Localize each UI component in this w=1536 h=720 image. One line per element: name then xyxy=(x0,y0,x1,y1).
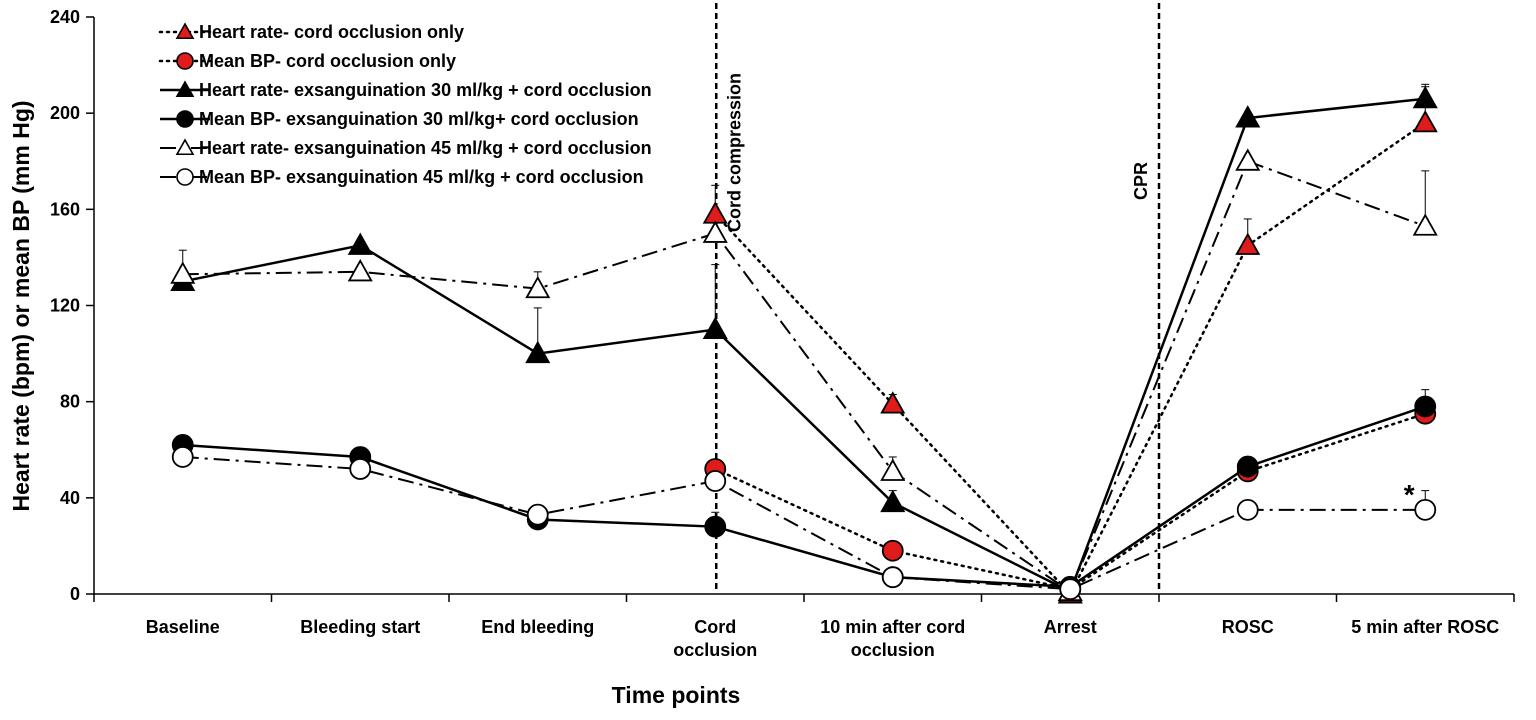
legend-marker-5 xyxy=(175,138,195,156)
y-tick-label: 40 xyxy=(60,488,80,508)
data-point xyxy=(702,201,728,224)
data-point xyxy=(1412,109,1438,133)
x-axis-title: Time points xyxy=(612,682,741,708)
x-tick-label: 5 min after ROSC xyxy=(1351,617,1499,637)
data-point xyxy=(171,446,194,468)
y-tick-label: 80 xyxy=(60,392,80,412)
x-tick-label: 10 min after cord occlusion xyxy=(820,617,965,660)
legend-label-2: Mean BP- cord occlusion only xyxy=(199,51,456,71)
data-point xyxy=(880,391,906,414)
series-line-4 xyxy=(182,405,1426,589)
y-tick-label: 160 xyxy=(50,199,80,219)
axes: 0 40 80 120 160 200 240 Baseline Bleeding start E… xyxy=(50,7,1515,660)
data-point xyxy=(525,340,551,364)
data-point xyxy=(1236,498,1259,521)
y-tick-label: 0 xyxy=(70,584,80,604)
series-line-3 xyxy=(182,97,1426,594)
data-point xyxy=(526,503,549,526)
data-point xyxy=(1236,455,1259,478)
data-point xyxy=(170,261,196,284)
data-point xyxy=(1235,148,1261,171)
data-point xyxy=(1059,578,1082,601)
data-point xyxy=(1235,232,1261,255)
data-point xyxy=(1235,105,1261,128)
x-tick-label: Arrest xyxy=(1044,617,1097,637)
data-point xyxy=(881,566,904,589)
legend-marker-6 xyxy=(176,168,194,186)
cord-compression-label: Cord compression xyxy=(724,73,744,232)
data-point xyxy=(880,489,906,513)
series-line-2 xyxy=(714,412,1427,591)
x-tick-label: Baseline xyxy=(146,617,220,637)
data-point xyxy=(525,275,551,299)
data-point xyxy=(704,515,727,538)
annotations: Cord compression CPR * xyxy=(715,3,1415,590)
data-point xyxy=(1412,85,1438,109)
legend-label-1: Heart rate- cord occlusion only xyxy=(199,22,464,42)
data-point xyxy=(1412,213,1438,236)
data-point xyxy=(349,458,372,480)
data-point xyxy=(1414,498,1437,521)
data-point xyxy=(1414,395,1437,418)
y-tick-label: 200 xyxy=(50,103,80,123)
legend-label-4: Mean BP- exsanguination 30 ml/kg+ cord o… xyxy=(199,109,639,129)
data-point xyxy=(702,220,728,243)
data-point xyxy=(702,316,728,340)
legend-label-5: Heart rate- exsanguination 45 ml/kg + co… xyxy=(199,138,652,158)
data-point xyxy=(880,458,906,481)
cpr-label: CPR xyxy=(1131,162,1151,200)
legend-marker-3 xyxy=(175,80,195,98)
x-tick-label: Bleeding start xyxy=(300,617,420,637)
legend-marker-2 xyxy=(176,52,194,70)
x-tick-label: Cord occlusion xyxy=(673,617,757,660)
series-line-6 xyxy=(182,455,1426,591)
legend-marker-4 xyxy=(176,110,194,128)
significance-star: * xyxy=(1404,479,1415,510)
x-tick-label: End bleeding xyxy=(481,617,594,637)
legend: Heart rate- cord occlusion only Mean BP- … xyxy=(158,22,652,187)
series-line-1 xyxy=(714,121,1427,597)
y-tick-label: 240 xyxy=(50,7,80,27)
legend-label-3: Heart rate- exsanguination 30 ml/kg + co… xyxy=(199,80,652,100)
data-point xyxy=(347,259,373,282)
x-tick-label: ROSC xyxy=(1222,617,1274,637)
legend-label-6: Mean BP- exsanguination 45 ml/kg + cord … xyxy=(199,167,644,187)
data-point xyxy=(347,232,373,255)
data-point xyxy=(881,539,904,562)
series-line-5 xyxy=(182,159,1426,594)
data-point xyxy=(704,470,727,492)
legend-marker-1 xyxy=(175,22,195,40)
y-axis-title: Heart rate (bpm) or mean BP (mm Hg) xyxy=(8,100,34,511)
series-markers xyxy=(170,85,1438,604)
y-tick-label: 120 xyxy=(50,296,80,316)
